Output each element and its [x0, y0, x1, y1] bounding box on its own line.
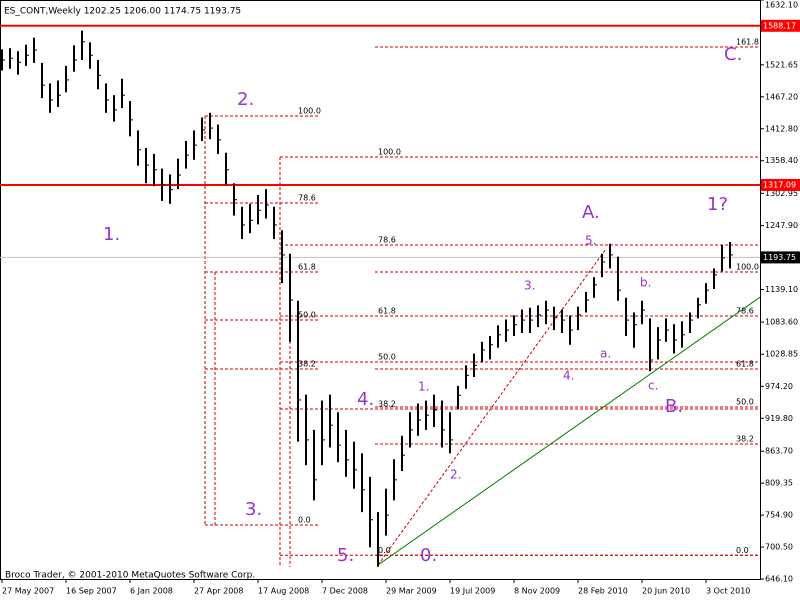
- x-tick-label: 17 Aug 2008: [258, 587, 309, 596]
- x-tick-label: 29 Mar 2009: [386, 587, 437, 596]
- wave-label: 0.: [420, 545, 437, 566]
- fib-label: 50.0: [736, 398, 754, 407]
- x-tick-label: 8 Nov 2009: [514, 587, 560, 596]
- price-box: [761, 178, 800, 191]
- price-box-label: 1588.17: [763, 21, 796, 30]
- y-tick-label: 1412.80: [765, 124, 798, 133]
- wave-label: 4.: [563, 369, 574, 383]
- y-tick-label: 1028.85: [765, 350, 798, 359]
- plot-frame: [0, 0, 761, 580]
- y-tick-label: 1302.95: [765, 189, 798, 198]
- wave-label: 3.: [245, 499, 262, 520]
- wave-label: 3.: [524, 279, 535, 293]
- price-box: [761, 19, 800, 32]
- y-tick-label: 1521.65: [765, 60, 798, 69]
- fib-label: 50.0: [298, 311, 316, 320]
- fib-label: 0.0: [736, 546, 749, 555]
- fib-label: 78.6: [378, 235, 396, 244]
- wave-label: 2.: [450, 468, 461, 482]
- y-tick-label: 1632.10: [765, 1, 798, 10]
- price-box: [761, 251, 800, 264]
- wave-label: 5.: [585, 234, 596, 248]
- price-box-label: 1317.09: [763, 180, 796, 189]
- fib-label: 100.0: [378, 148, 401, 157]
- chart-header: ES_CONT,Weekly 1202.25 1206.00 1174.75 1…: [4, 7, 241, 17]
- wave-label: 1?: [707, 194, 728, 215]
- wave-label: B.: [665, 396, 683, 417]
- wave-label: C.: [724, 44, 742, 65]
- wave-label: 1.: [103, 224, 120, 245]
- y-tick-label: 1247.90: [765, 221, 798, 230]
- x-tick-label: 7 Dec 2008: [322, 587, 368, 596]
- y-tick-label: 1139.10: [765, 285, 798, 294]
- y-tick-label: 863.70: [765, 447, 793, 456]
- y-tick-label: 1467.20: [765, 92, 798, 101]
- fib-label: 38.2: [298, 360, 316, 369]
- wave-label: 5.: [337, 545, 354, 566]
- y-tick-label: 700.50: [765, 543, 793, 552]
- y-tick-label: 646.10: [765, 575, 793, 584]
- wave-label: 2.: [237, 89, 254, 110]
- x-tick-label: 28 Feb 2010: [578, 587, 628, 596]
- fib-label: 61.8: [298, 263, 316, 272]
- fib-label: 38.2: [378, 399, 396, 408]
- wave-label: c.: [648, 379, 658, 393]
- y-tick-label: 754.90: [765, 511, 793, 520]
- fib-label: 78.6: [298, 194, 316, 203]
- copyright: Broco Trader, © 2001-2010 MetaQuotes Sof…: [5, 571, 255, 581]
- price-box-label: 1193.75: [763, 253, 796, 262]
- fib-label: 100.0: [736, 263, 759, 272]
- fib-label: 61.8: [378, 307, 396, 316]
- y-tick-label: 809.35: [765, 479, 793, 488]
- x-tick-label: 3 Oct 2010: [706, 587, 750, 596]
- wave-label: 1.: [418, 380, 429, 394]
- y-tick-label: 974.20: [765, 382, 793, 391]
- wave-label: a.: [600, 347, 611, 361]
- fib-label: 0.0: [298, 516, 311, 525]
- x-tick-label: 27 Apr 2008: [194, 587, 243, 596]
- fib-label: 100.0: [298, 107, 321, 116]
- x-tick-label: 20 Jun 2010: [642, 587, 690, 596]
- fib-label: 50.0: [378, 353, 396, 362]
- x-tick-label: 19 Jul 2009: [450, 587, 495, 596]
- wave-label: A.: [582, 202, 600, 223]
- fib-label: 161.8: [736, 37, 759, 46]
- fib-label: 0.0: [378, 546, 391, 555]
- fib-label: 78.6: [736, 307, 754, 316]
- wave-label: b.: [640, 276, 651, 290]
- fib-label: 38.2: [736, 434, 754, 443]
- trend-line: [377, 296, 761, 566]
- y-tick-label: 1083.60: [765, 318, 798, 327]
- wave-label: 4.: [357, 389, 374, 410]
- x-tick-label: 27 May 2007: [2, 587, 54, 596]
- y-tick-label: 919.80: [765, 414, 793, 423]
- x-tick-label: 6 Jan 2008: [130, 587, 173, 596]
- fib-label: 61.8: [736, 360, 754, 369]
- y-tick-label: 1358.40: [765, 156, 798, 165]
- x-tick-label: 16 Sep 2007: [66, 587, 117, 596]
